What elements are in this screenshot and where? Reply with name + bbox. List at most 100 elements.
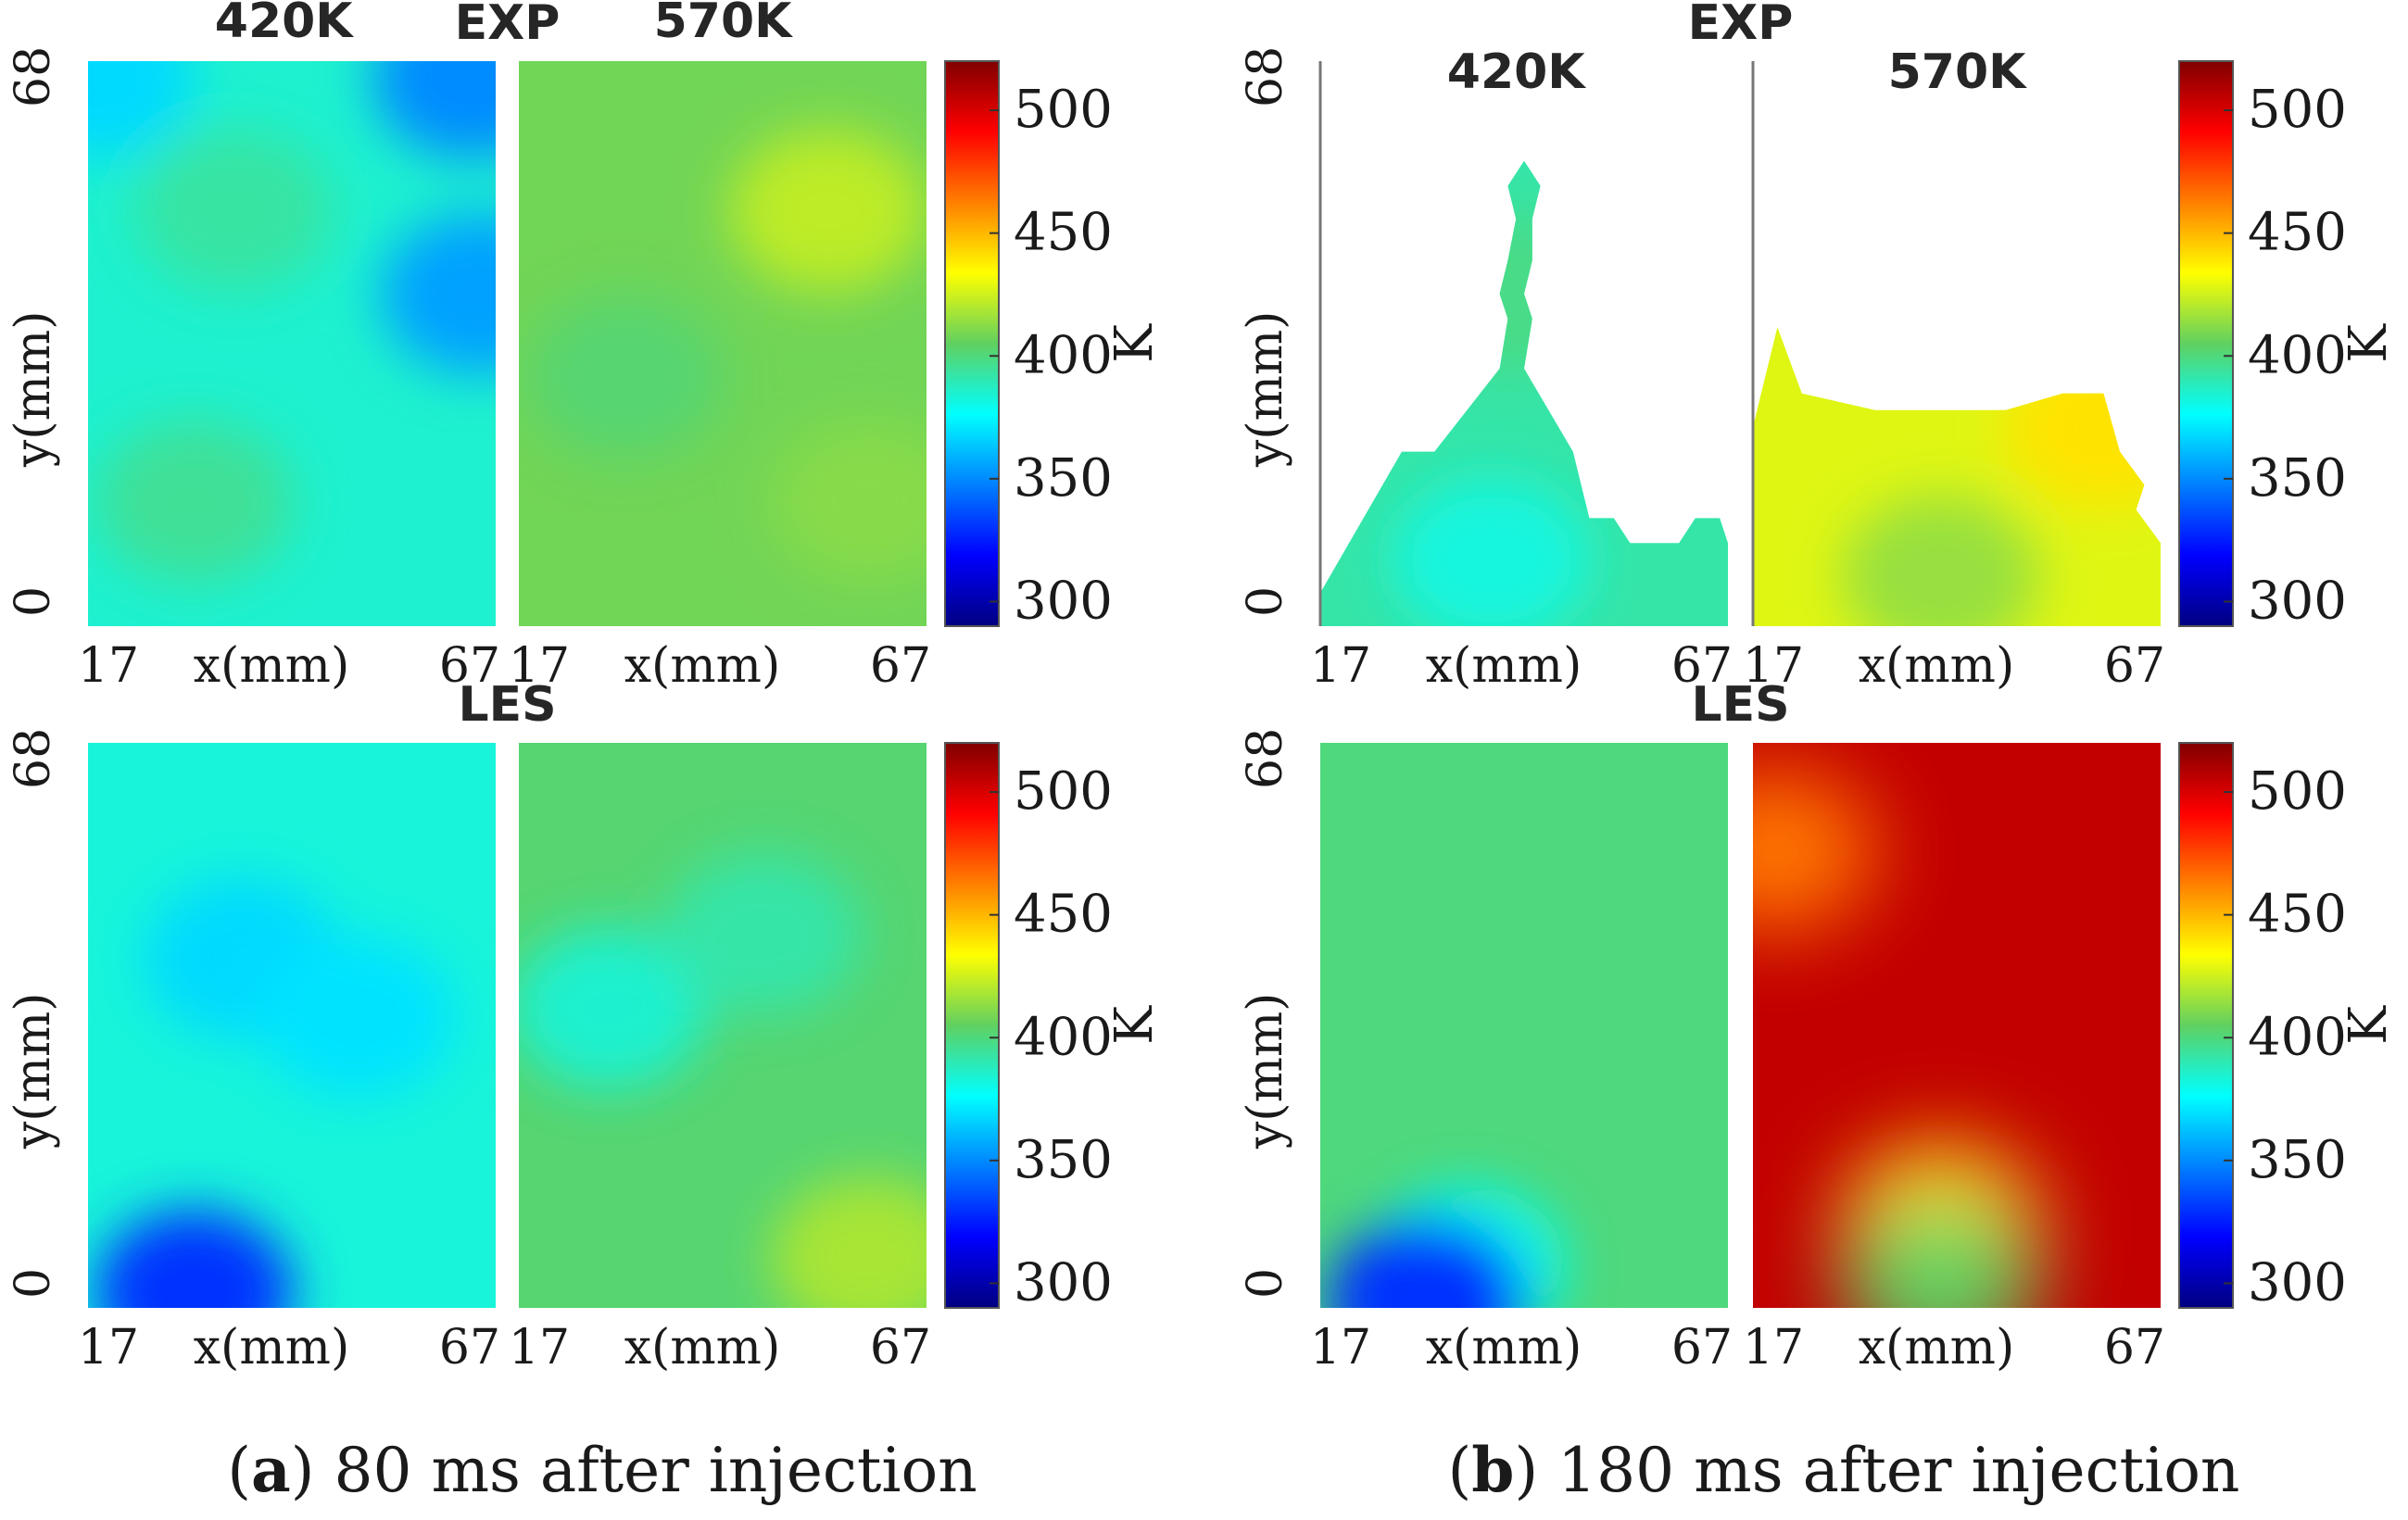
y-tick-label: 68 xyxy=(1238,46,1293,107)
temperature-blob xyxy=(95,1210,293,1308)
panel-title: 420K xyxy=(215,0,355,49)
colorbar-tick-label: 300 xyxy=(1014,571,1113,631)
x-tick-label: 67 xyxy=(1671,638,1733,694)
colorbar-gradient xyxy=(2178,60,2234,627)
colorbar-tick-label: 400 xyxy=(2248,325,2347,385)
temperature-blob xyxy=(88,61,195,159)
x-axis-label: x(mm) xyxy=(1859,1320,2015,1376)
colorbar-label: K xyxy=(2339,1005,2399,1045)
colorbar: 300 350 400 450 500 K xyxy=(2178,742,2399,1313)
temperature-blob xyxy=(95,421,293,583)
heatmap-panel: 570K 17 67 x(mm) xyxy=(1743,44,2165,694)
colorbar-tick-label: 400 xyxy=(1014,1007,1113,1067)
y-tick-label: 0 xyxy=(6,1268,61,1299)
field-features xyxy=(1327,1186,1566,1308)
colorbar-tick-label: 300 xyxy=(2248,1252,2347,1313)
field-features xyxy=(88,61,496,583)
temperature-field xyxy=(1753,327,2161,626)
chart-group-a: EXP 420K 17 67 x(mm) 0 68 y(mm) 570K 17 67 x(mm) 300… xyxy=(6,0,1165,1506)
caption: (a) 80 ms after injection xyxy=(227,1434,977,1506)
temperature-blob xyxy=(525,295,724,459)
temperature-blob xyxy=(1841,496,2039,626)
temperature-field xyxy=(1320,743,1728,1308)
x-tick-label: 67 xyxy=(1671,1320,1733,1376)
x-tick-label: 67 xyxy=(2104,1320,2165,1376)
heatmap-panel: 17 67 x(mm) 0 68 y(mm) xyxy=(1238,728,1733,1376)
temperature-blob xyxy=(258,936,456,1099)
temperature-field xyxy=(88,61,496,626)
temperature-field xyxy=(1320,160,1728,626)
colorbar-tick-label: 500 xyxy=(2248,80,2347,140)
temperature-blob xyxy=(2004,345,2161,508)
temperature-blob xyxy=(729,130,927,292)
heatmap-panel: 17 67 x(mm) xyxy=(509,743,931,1376)
y-axis-label: y(mm) xyxy=(6,993,61,1150)
x-tick-label: 17 xyxy=(1743,638,1804,694)
x-tick-label: 17 xyxy=(1743,1320,1804,1376)
colorbar-tick-label: 450 xyxy=(1014,885,1113,945)
colorbar-tick-label: 400 xyxy=(1014,325,1113,385)
x-tick-label: 17 xyxy=(1310,1320,1371,1376)
row-label: LES xyxy=(458,677,556,733)
temperature-blob xyxy=(1753,770,1876,932)
x-tick-label: 17 xyxy=(78,1320,139,1376)
colorbar-label: K xyxy=(2339,323,2399,363)
y-tick-label: 68 xyxy=(6,46,61,107)
x-tick-label: 67 xyxy=(870,1320,931,1376)
colorbar-tick-label: 300 xyxy=(1014,1252,1113,1313)
temperature-blob xyxy=(1408,213,1607,375)
y-tick-label: 0 xyxy=(6,586,61,617)
row-label: LES xyxy=(1691,677,1789,733)
x-tick-label: 17 xyxy=(1310,638,1371,694)
temperature-field xyxy=(519,743,927,1308)
temperature-blob xyxy=(135,130,334,292)
heatmap-panel: 420K 17 67 x(mm) 0 68 y(mm) xyxy=(6,0,500,694)
heatmap-panel: 17 67 x(mm) 0 68 y(mm) xyxy=(6,728,500,1376)
x-tick-label: 17 xyxy=(78,638,139,694)
temperature-blob xyxy=(1327,1218,1525,1308)
field-features xyxy=(95,878,456,1308)
temperature-blob xyxy=(664,853,863,1015)
colorbar-label: K xyxy=(1104,1005,1165,1045)
y-tick-label: 68 xyxy=(6,728,61,789)
colorbar-tick-label: 400 xyxy=(2248,1007,2347,1067)
temperature-field xyxy=(1753,743,2161,1308)
temperature-blob xyxy=(372,61,496,159)
x-tick-label: 67 xyxy=(870,638,931,694)
y-axis-label: y(mm) xyxy=(1238,311,1293,469)
row-label: EXP xyxy=(455,0,561,51)
colorbar-gradient xyxy=(944,60,1000,627)
heatmap-panel: 17 67 x(mm) xyxy=(1743,743,2165,1376)
colorbar-label: K xyxy=(1104,323,1165,363)
temperature-blob xyxy=(1393,479,1591,626)
temperature-blob xyxy=(770,421,927,583)
y-tick-label: 0 xyxy=(1238,586,1293,617)
colorbar: 300 350 400 450 500 K xyxy=(944,742,1165,1313)
temperature-field xyxy=(519,61,927,626)
colorbar-tick-label: 450 xyxy=(1014,203,1113,263)
colorbar-tick-label: 500 xyxy=(1014,761,1113,822)
colorbar-tick-label: 350 xyxy=(1014,448,1113,509)
x-axis-label: x(mm) xyxy=(194,1320,350,1376)
colorbar: 300 350 400 450 500 K xyxy=(2178,60,2399,631)
colorbar-gradient xyxy=(944,742,1000,1309)
caption: (b) 180 ms after injection xyxy=(1448,1434,2240,1506)
x-axis-label: x(mm) xyxy=(624,1320,781,1376)
row-label: EXP xyxy=(1688,0,1794,51)
y-axis-label: y(mm) xyxy=(6,311,61,469)
colorbar-tick-label: 450 xyxy=(2248,885,2347,945)
panel-title: 570K xyxy=(654,0,794,49)
colorbar-tick-label: 350 xyxy=(1014,1130,1113,1190)
colorbar-tick-label: 350 xyxy=(2248,1130,2347,1190)
field-features xyxy=(1753,770,2039,1308)
x-axis-label: x(mm) xyxy=(624,638,781,694)
colorbar-gradient xyxy=(2178,742,2234,1309)
temperature-blob xyxy=(1841,1201,2039,1308)
x-tick-label: 67 xyxy=(2104,638,2165,694)
